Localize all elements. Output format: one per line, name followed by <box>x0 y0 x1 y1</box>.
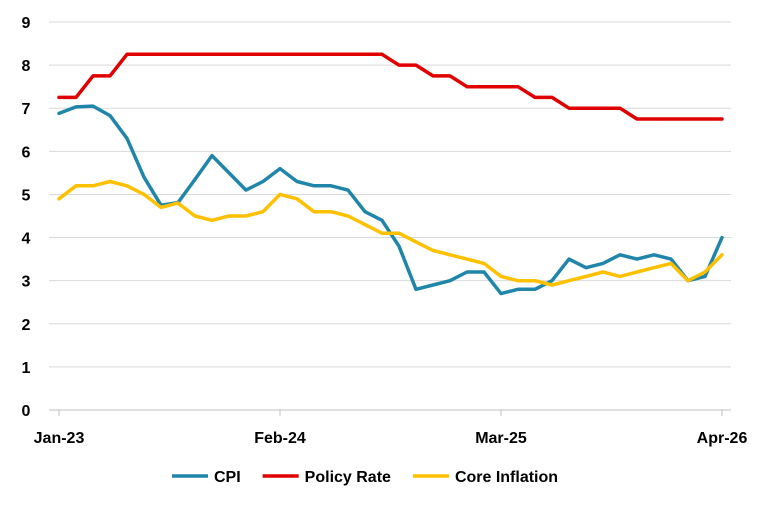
x-tick-label: Mar-25 <box>475 430 527 447</box>
y-tick-label: 0 <box>22 403 31 420</box>
axes: 0 1 2 3 4 5 6 7 8 9 Jan-23 Feb-24 Mar-25 Apr-26 <box>22 15 748 447</box>
y-tick-label: 7 <box>22 101 31 118</box>
x-tick-label: Apr-26 <box>697 430 748 447</box>
y-tick-label: 8 <box>22 58 31 75</box>
x-tick-label: Jan-23 <box>34 430 85 447</box>
y-tick-label: 2 <box>22 317 31 334</box>
legend: CPI Policy Rate Core Inflation <box>172 469 558 486</box>
y-tick-label: 3 <box>22 274 31 291</box>
legend-label: Core Inflation <box>455 469 558 486</box>
series-line-policy-rate <box>57 52 724 121</box>
y-tick-label: 4 <box>22 231 31 248</box>
y-tick-label: 9 <box>22 15 31 32</box>
legend-label: Policy Rate <box>305 469 391 486</box>
gridlines <box>49 21 731 368</box>
legend-item: Core Inflation <box>412 469 558 486</box>
legend-item: Policy Rate <box>262 469 391 486</box>
series-line-core-inflation <box>57 179 724 287</box>
legend-label: CPI <box>214 469 241 486</box>
x-tick-label: Feb-24 <box>254 430 306 447</box>
series-line-cpi <box>57 104 724 296</box>
y-tick-label: 6 <box>22 144 31 161</box>
y-tick-label: 5 <box>22 187 31 204</box>
y-tick-label: 1 <box>22 360 31 377</box>
legend-item: CPI <box>172 469 241 486</box>
series-lines <box>57 52 724 296</box>
